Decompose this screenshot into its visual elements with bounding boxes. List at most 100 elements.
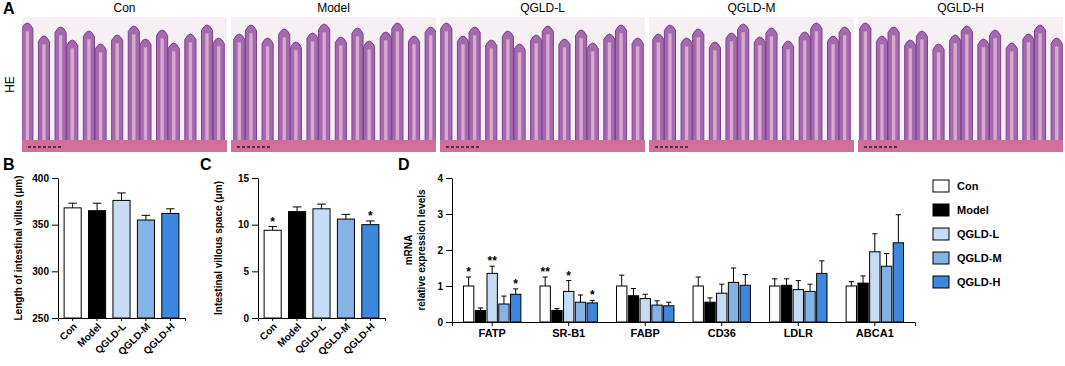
villus-core: [815, 31, 818, 152]
figure: AHEConModelQGLD-LQGLD-MQGLD-HB2503003504…: [0, 0, 1065, 366]
tick-mark: [145, 318, 146, 321]
error-cap: [784, 278, 789, 279]
y-axis: 01234: [437, 173, 452, 328]
tick-label: CD36: [708, 327, 736, 339]
villus-core: [172, 51, 175, 152]
error-bar: [170, 209, 171, 214]
bar: [540, 286, 550, 322]
x-tick: SR-B1: [552, 322, 585, 339]
image-title: QGLD-M: [728, 1, 776, 15]
bar: [362, 225, 379, 318]
villus-core: [461, 44, 464, 152]
error-cap: [117, 192, 126, 193]
bar: [717, 293, 727, 322]
error-cap: [719, 284, 724, 285]
error-cap: [478, 307, 483, 308]
tick-mark: [321, 318, 322, 321]
villus: [559, 39, 570, 152]
legend-label: QGLD-M: [957, 252, 1002, 264]
villus: [380, 32, 391, 152]
error-cap: [317, 204, 326, 205]
error-bar: [698, 277, 699, 286]
villus: [502, 31, 513, 152]
tick-label: 0: [437, 317, 443, 328]
error-cap: [342, 214, 351, 215]
significance: *: [513, 277, 518, 291]
villus: [262, 38, 273, 152]
y-tick: 5: [243, 266, 258, 277]
villus: [1051, 38, 1062, 152]
bar: [487, 273, 497, 322]
x-axis: FATPSR-B1FABPCD36LDLRABCA1: [453, 322, 916, 339]
bar: [705, 302, 715, 322]
bar: [137, 220, 154, 318]
error-cap: [293, 206, 302, 207]
stain-label: HE: [3, 76, 17, 93]
villus-core: [339, 45, 342, 152]
villus-core: [713, 50, 716, 152]
bar: [652, 305, 662, 322]
villus-core: [116, 43, 119, 152]
tick-mark: [370, 318, 371, 321]
tick-label: ABCA1: [856, 327, 894, 339]
legend-label: QGLD-L: [957, 228, 999, 240]
tick-mark: [121, 318, 122, 321]
villus: [364, 41, 375, 152]
tick-label: 350: [32, 219, 49, 230]
villus-core: [843, 35, 846, 152]
significance: *: [466, 265, 471, 279]
image-background: [858, 17, 1063, 152]
error-cap: [860, 275, 865, 276]
bar: [313, 209, 330, 318]
villus-core: [396, 31, 399, 152]
villus: [888, 27, 899, 152]
villus-core: [473, 35, 476, 152]
villus: [615, 25, 626, 152]
villus-core: [591, 51, 594, 152]
legend-item: QGLD-L: [933, 228, 999, 240]
scale-bar: [655, 146, 689, 148]
villus: [185, 34, 196, 152]
axis-line: [59, 319, 186, 322]
error-cap: [554, 308, 559, 309]
x-axis: ConModelQGLD-LQGLD-MQGLD-H: [57, 318, 185, 357]
villus-core: [160, 38, 163, 152]
villus: [514, 44, 525, 152]
villus-core: [311, 41, 314, 152]
tick-mark: [52, 271, 58, 272]
tick-mark: [568, 322, 569, 326]
tick-label: FATP: [479, 327, 506, 339]
villus-core: [742, 32, 745, 152]
significance: *: [368, 209, 373, 223]
bar: [587, 303, 597, 322]
muscle-layer: [858, 140, 1063, 152]
tick-label: 250: [32, 313, 49, 324]
villus: [307, 33, 318, 152]
tick-mark: [345, 318, 346, 321]
villus: [811, 23, 822, 152]
axis-line: [259, 319, 386, 322]
error-bar: [874, 234, 875, 252]
villus: [738, 24, 749, 152]
histology-image: [231, 17, 436, 152]
legend: ConModelQGLD-LQGLD-MQGLD-H: [933, 180, 1002, 288]
tick-mark: [721, 322, 722, 326]
villus-core: [384, 40, 387, 152]
villus-core: [87, 39, 90, 152]
error-bar: [645, 294, 646, 298]
villus-core: [294, 50, 297, 152]
error-cap: [743, 274, 748, 275]
tick-label: SR-B1: [552, 327, 585, 339]
villus: [83, 31, 94, 152]
villus: [905, 40, 916, 152]
y-tick: 10: [238, 219, 258, 230]
y-tick: 1: [437, 281, 452, 292]
x-tick: ABCA1: [856, 322, 894, 339]
villus: [604, 34, 615, 152]
scale-bar: [446, 146, 480, 148]
histology-image: [649, 17, 854, 152]
villus: [587, 43, 598, 152]
villus: [352, 28, 363, 152]
significance: *: [566, 269, 571, 283]
y-axis: 051015: [238, 173, 259, 324]
